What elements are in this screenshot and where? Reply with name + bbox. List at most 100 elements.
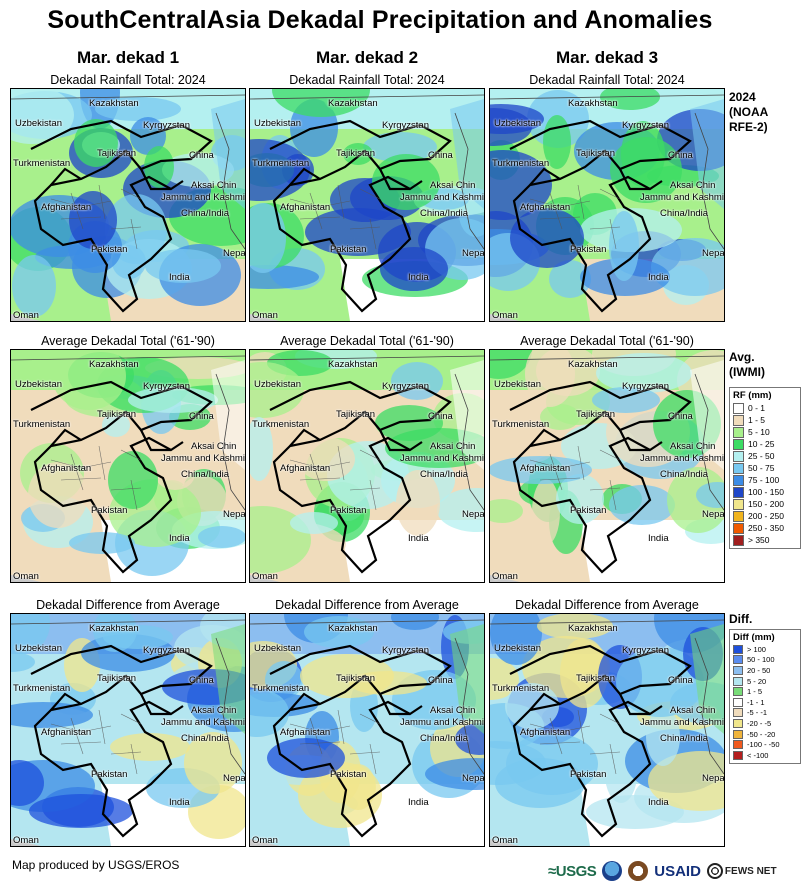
place-label-tajikistan: Tajikistan — [97, 409, 137, 420]
place-label-kyrgyzstan: Kyrgyzstan — [382, 120, 429, 131]
difference-legend-swatch — [733, 644, 743, 654]
difference-legend-item: -20 - -5 — [733, 718, 797, 729]
place-label-nepal: Nepal — [702, 248, 725, 259]
place-label-china-india: China/India — [660, 208, 709, 219]
place-label-tajikistan: Tajikistan — [97, 148, 137, 159]
place-label-afghanistan: Afghanistan — [520, 727, 571, 738]
place-label-turkmenistan: Turkmenistan — [252, 158, 310, 169]
place-label-india: India — [648, 533, 669, 544]
rainfall-legend-label: 150 - 200 — [748, 499, 784, 509]
place-label-turkmenistan: Turkmenistan — [252, 419, 310, 430]
rainfall-legend-item: 5 - 10 — [733, 426, 797, 438]
fews-globe-icon — [706, 863, 723, 879]
place-label-pakistan: Pakistan — [330, 244, 367, 255]
map-panel: Kazakhstan Uzbekistan Kyrgyzstan Turkmenist… — [489, 613, 725, 847]
place-label-afghanistan: Afghanistan — [520, 463, 571, 474]
place-label-china: China — [668, 411, 693, 422]
map-panel: Kazakhstan Uzbekistan Kyrgyzstan Turkmenist… — [10, 613, 246, 847]
place-label-tajikistan: Tajikistan — [336, 148, 376, 159]
rainfall-legend-label: 75 - 100 — [748, 475, 780, 485]
panel-title: Average Dekadal Total ('61-'90) — [41, 334, 215, 348]
rainfall-legend-item: 0 - 1 — [733, 402, 797, 414]
difference-legend-label: 1 - 5 — [747, 687, 763, 697]
rainfall-legend-item: 10 - 25 — [733, 438, 797, 450]
page-title: SouthCentralAsia Dekadal Precipitation a… — [47, 6, 713, 34]
place-label-aksai-chin: Aksai Chin — [191, 705, 237, 716]
rainfall-legend-label: 5 - 10 — [748, 427, 770, 437]
place-label-kazakhstan: Kazakhstan — [568, 623, 618, 634]
map-raster — [11, 614, 245, 846]
map-raster — [250, 614, 484, 846]
rainfall-legend: RF (mm) 0 - 1 1 - 5 5 - 10 10 - 25 25 - 50 50… — [729, 387, 801, 549]
rainfall-legend-swatch — [733, 414, 744, 426]
rainfall-legend-swatch — [733, 474, 744, 486]
place-label-turkmenistan: Turkmenistan — [13, 158, 71, 169]
rainfall-legend-label: 200 - 250 — [748, 511, 784, 521]
row-label-2024: 2024 (NOAA RFE-2) — [729, 90, 769, 134]
place-label-china: China — [668, 675, 693, 686]
rainfall-legend-label: 100 - 150 — [748, 487, 784, 497]
place-label-kazakhstan: Kazakhstan — [89, 359, 139, 370]
difference-legend-label: -50 - -20 — [747, 729, 776, 739]
rainfall-legend-label: 50 - 75 — [748, 463, 775, 473]
place-label-china-india: China/India — [181, 733, 230, 744]
rainfall-legend-swatch — [733, 438, 744, 450]
rainfall-legend-label: 10 - 25 — [748, 439, 775, 449]
place-label-india: India — [169, 797, 190, 808]
column-heading-dekad-1: Mar. dekad 1 — [76, 48, 180, 67]
place-label-pakistan: Pakistan — [91, 769, 128, 780]
rainfall-legend-label: 250 - 350 — [748, 523, 784, 533]
place-label-nepal: Nepal — [702, 509, 725, 520]
rainfall-legend-item: 75 - 100 — [733, 474, 797, 486]
difference-legend-swatch — [733, 750, 743, 760]
place-label-kyrgyzstan: Kyrgyzstan — [143, 381, 190, 392]
place-label-afghanistan: Afghanistan — [41, 463, 92, 474]
panel-title: Average Dekadal Total ('61-'90) — [280, 334, 454, 348]
difference-legend-item: 1 - 5 — [733, 686, 797, 697]
map-raster — [250, 89, 484, 321]
place-label-nepal: Nepal — [462, 773, 485, 784]
difference-legend-label: -5 - -1 — [747, 708, 768, 718]
place-label-india: India — [408, 533, 429, 544]
difference-legend-label: -100 - -50 — [747, 740, 780, 750]
panel-title: Dekadal Rainfall Total: 2024 — [50, 73, 206, 87]
place-label-uzbekistan: Uzbekistan — [15, 379, 62, 390]
place-label-nepal: Nepal — [223, 509, 246, 520]
rainfall-legend-swatch — [733, 486, 744, 498]
place-label-jammu: Jammu and Kashmir — [161, 192, 246, 203]
difference-legend-swatch — [733, 708, 743, 718]
place-label-china: China — [189, 150, 214, 161]
place-label-uzbekistan: Uzbekistan — [494, 379, 541, 390]
map-panel: Kazakhstan Uzbekistan Kyrgyzstan Turkmenist… — [10, 349, 246, 583]
place-label-tajikistan: Tajikistan — [576, 673, 616, 684]
column-heading-dekad-3: Mar. dekad 3 — [555, 48, 659, 67]
place-label-aksai-chin: Aksai Chin — [670, 705, 716, 716]
place-label-uzbekistan: Uzbekistan — [254, 118, 301, 129]
place-label-jammu: Jammu and Kashmir — [161, 453, 246, 464]
place-label-china: China — [189, 675, 214, 686]
place-label-kazakhstan: Kazakhstan — [328, 623, 378, 634]
place-label-jammu: Jammu and Kashmir — [161, 717, 246, 728]
map-raster — [250, 350, 484, 582]
map-panel: Kazakhstan Uzbekistan Kyrgyzstan Turkmenist… — [10, 88, 246, 322]
difference-legend-item: -5 - -1 — [733, 708, 797, 719]
place-label-tajikistan: Tajikistan — [97, 673, 137, 684]
place-label-oman: Oman — [13, 571, 39, 582]
rainfall-legend-swatch — [733, 534, 744, 546]
place-label-aksai-chin: Aksai Chin — [670, 441, 716, 452]
place-label-india: India — [169, 272, 190, 283]
place-label-nepal: Nepal — [223, 248, 246, 259]
place-label-india: India — [408, 272, 429, 283]
place-label-india: India — [169, 533, 190, 544]
place-label-kyrgyzstan: Kyrgyzstan — [143, 645, 190, 656]
place-label-afghanistan: Afghanistan — [520, 202, 571, 213]
place-label-afghanistan: Afghanistan — [41, 202, 92, 213]
map-raster — [11, 89, 245, 321]
place-label-china-india: China/India — [181, 208, 230, 219]
map-panel: Kazakhstan Uzbekistan Kyrgyzstan Turkmenist… — [489, 349, 725, 583]
map-raster — [490, 89, 724, 321]
place-label-turkmenistan: Turkmenistan — [492, 158, 550, 169]
place-label-afghanistan: Afghanistan — [280, 727, 331, 738]
rainfall-legend-label: 1 - 5 — [748, 415, 766, 425]
place-label-india: India — [648, 797, 669, 808]
